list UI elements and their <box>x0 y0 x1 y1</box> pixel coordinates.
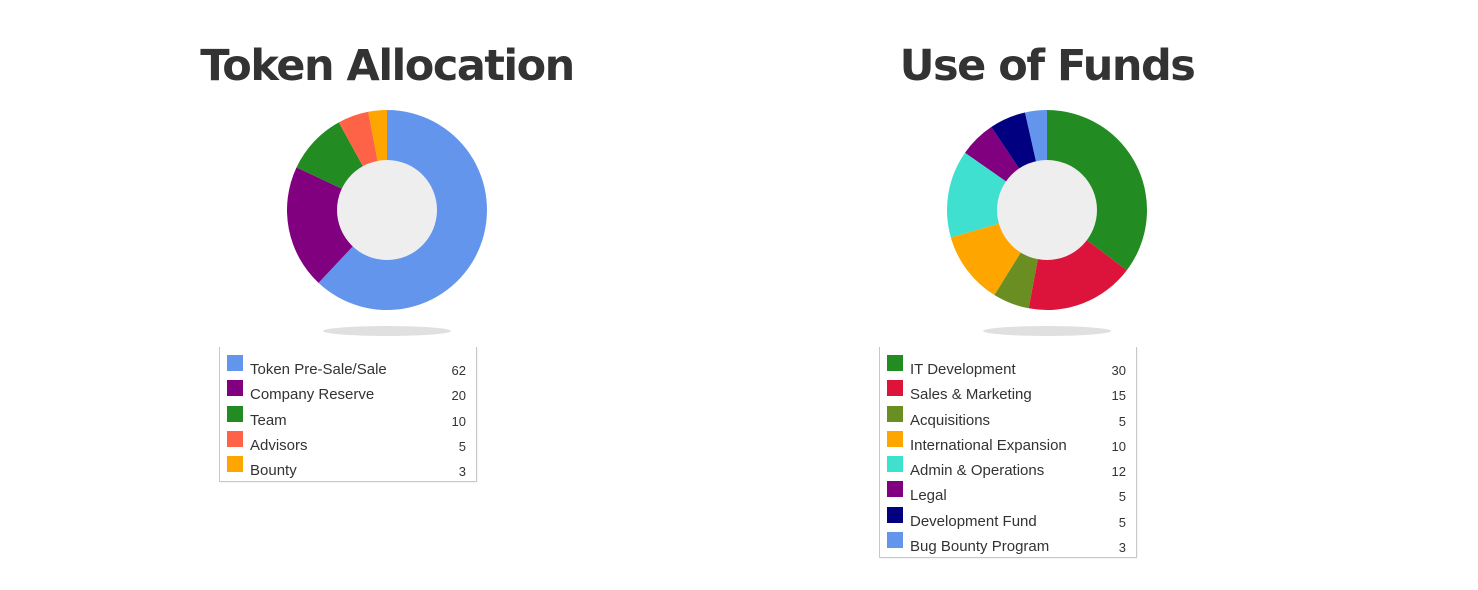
legend-label: Team <box>250 411 287 429</box>
legend-item-bug-bounty-program[interactable]: Bug Bounty Program 3 <box>880 532 1136 557</box>
legend-value: 20 <box>451 388 466 404</box>
token-allocation-donut <box>287 110 487 336</box>
legend-swatch <box>227 355 243 371</box>
legend-swatch <box>887 380 903 397</box>
legend-label: Acquisitions <box>910 411 991 429</box>
legend-item-team[interactable]: Team 10 <box>220 405 476 431</box>
legend-swatch <box>227 405 243 422</box>
legend-label: Token Pre-Sale/Sale <box>250 361 387 378</box>
legend-swatch <box>887 481 903 498</box>
legend-value: 12 <box>1111 464 1126 480</box>
legend-label: Bounty <box>250 462 297 480</box>
chart-title: Token Allocation <box>200 41 575 91</box>
donut-shadow <box>983 326 1111 336</box>
legend-label: International Expansion <box>910 436 1067 454</box>
legend-label: Sales & Marketing <box>910 386 1032 404</box>
legend-label: Development Fund <box>910 512 1037 530</box>
legend-item-international-expansion[interactable]: International Expansion 10 <box>880 430 1136 456</box>
slice-company-reserve[interactable] <box>287 167 387 283</box>
legend-item-legal[interactable]: Legal 5 <box>880 481 1136 506</box>
legend-label: Advisors <box>250 436 308 454</box>
legend-item-it-development[interactable]: IT Development 30 <box>880 355 1136 380</box>
use-of-funds-chart: Use of Funds IT Development 30 Sales & Mar… <box>837 0 1257 590</box>
legend-swatch <box>887 355 903 371</box>
legend-item-token-pre-sale-sale[interactable]: Token Pre-Sale/Sale 62 <box>220 355 476 380</box>
token-allocation-legend: Token Pre-Sale/Sale 62 Company Reserve 20 Te… <box>219 347 477 483</box>
legend-swatch <box>887 430 903 447</box>
legend-value: 3 <box>458 464 466 480</box>
legend-swatch <box>887 456 903 473</box>
donut-center <box>997 160 1097 260</box>
legend-swatch <box>227 456 243 473</box>
legend-item-advisors[interactable]: Advisors 5 <box>220 430 476 456</box>
slice-it-development[interactable] <box>1047 110 1147 271</box>
legend-value: 10 <box>1111 438 1126 454</box>
donut-shadow <box>323 326 451 336</box>
legend-value: 3 <box>1118 540 1126 556</box>
donut-center <box>337 160 437 260</box>
legend-swatch <box>227 380 243 397</box>
chart-title: Use of Funds <box>899 41 1196 91</box>
legend-value: 10 <box>451 413 466 429</box>
legend-swatch <box>887 506 903 523</box>
legend-label: Legal <box>910 487 947 505</box>
legend-swatch <box>887 532 903 549</box>
legend-item-acquisitions[interactable]: Acquisitions 5 <box>880 405 1136 431</box>
use-of-funds-donut <box>947 110 1147 336</box>
legend-item-admin-and-operations[interactable]: Admin & Operations 12 <box>880 456 1136 481</box>
legend-label: Bug Bounty Program <box>910 538 1050 556</box>
legend-swatch <box>887 405 903 422</box>
legend-value: 15 <box>1111 388 1126 404</box>
legend-item-sales-and-marketing[interactable]: Sales & Marketing 15 <box>880 380 1136 405</box>
legend-item-company-reserve[interactable]: Company Reserve 20 <box>220 380 476 405</box>
legend-swatch <box>227 430 243 447</box>
legend-value: 5 <box>1118 413 1126 429</box>
legend-value: 5 <box>1118 514 1126 530</box>
legend-item-development-fund[interactable]: Development Fund 5 <box>880 506 1136 532</box>
legend-value: 30 <box>1111 363 1126 378</box>
legend-label: IT Development <box>910 361 1016 378</box>
legend-value: 5 <box>1118 489 1126 505</box>
token-allocation-chart: Token Allocation Token Pre-Sale/Sale 62 Co… <box>177 0 597 590</box>
legend-item-bounty[interactable]: Bounty 3 <box>220 456 476 481</box>
legend-label: Company Reserve <box>250 386 375 404</box>
use-of-funds-legend: IT Development 30 Sales & Marketing 15 Acqui… <box>879 347 1137 559</box>
legend-label: Admin & Operations <box>910 462 1045 480</box>
legend-value: 5 <box>458 438 466 454</box>
legend-value: 62 <box>451 363 466 378</box>
